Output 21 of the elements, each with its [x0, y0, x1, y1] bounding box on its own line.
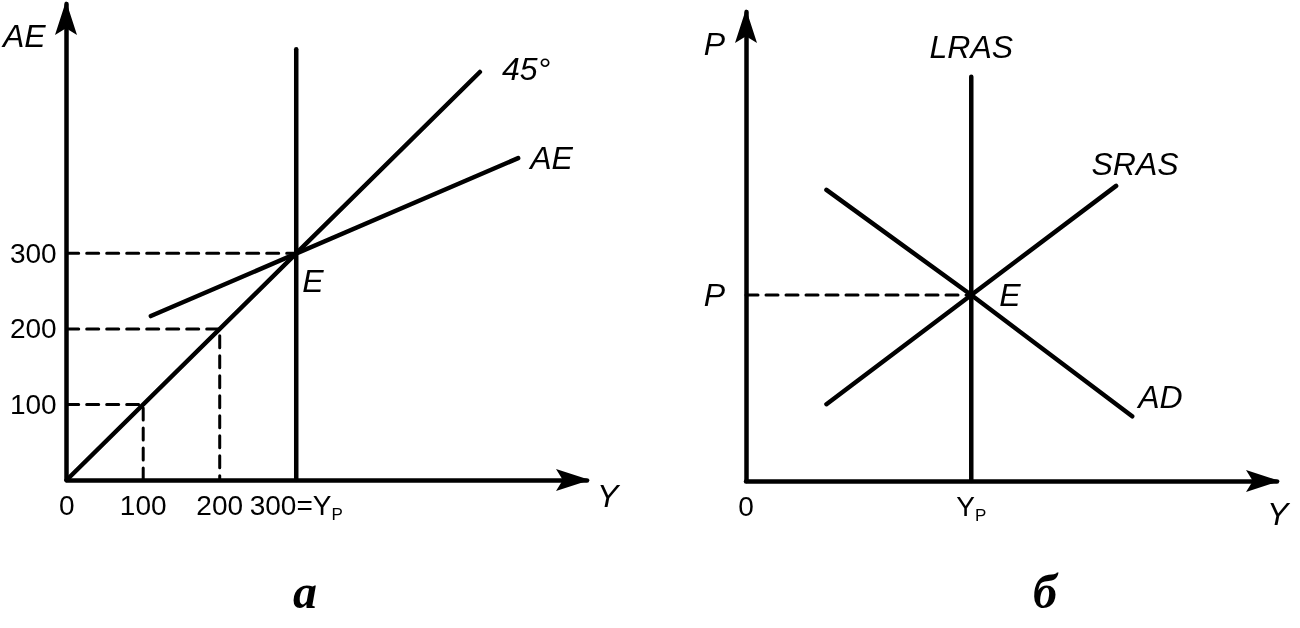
x-tick-label: 200	[196, 489, 244, 521]
annotation: E	[999, 277, 1022, 314]
y-axis-title: P	[703, 26, 726, 62]
y-axis-title: AE	[528, 140, 574, 177]
series-label: 45°	[501, 51, 551, 87]
x-tick-label: 0	[58, 489, 75, 521]
text: б	[1033, 564, 1060, 618]
annotation: E	[302, 263, 325, 300]
y-tick-label: 200	[9, 313, 57, 345]
text: а	[293, 564, 317, 618]
series-label: SRAS	[1091, 145, 1179, 182]
series-label: AD	[1136, 379, 1183, 416]
y-tick-label: 100	[9, 388, 57, 420]
x-axis-title: Y	[1267, 496, 1291, 532]
series-label: LRAS	[929, 28, 1014, 65]
x-tick-label: 100	[119, 489, 167, 521]
x-tick-label: 0	[738, 490, 754, 522]
annotation: P	[703, 277, 726, 314]
x-axis-title: Y	[597, 478, 621, 514]
legend-label: AE	[1, 18, 47, 54]
y-tick-label: 300	[9, 237, 57, 269]
